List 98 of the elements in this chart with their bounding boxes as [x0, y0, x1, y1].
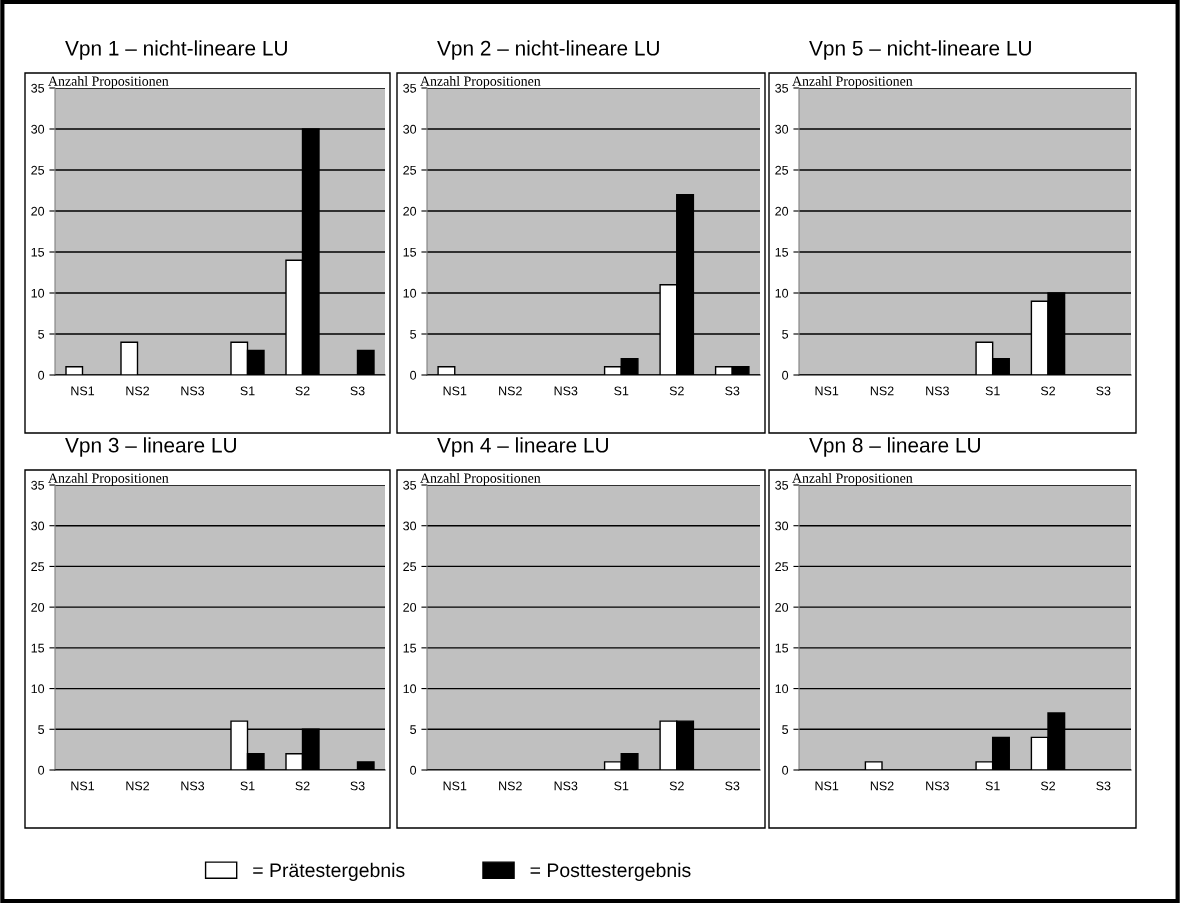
- y-tick-label: 30: [775, 124, 789, 134]
- x-tick-label: NS1: [815, 386, 839, 396]
- chart-title: Vpn 8 – lineare LU: [809, 437, 980, 457]
- y-tick-label: 5: [410, 725, 417, 734]
- x-tick-label: S3: [725, 386, 740, 396]
- x-tick-label: S3: [350, 386, 365, 396]
- x-tick-label: S3: [1096, 386, 1111, 396]
- x-tick-label: S3: [725, 781, 740, 791]
- y-tick-label: 10: [403, 288, 417, 298]
- y-tick-label: 10: [31, 288, 45, 298]
- x-tick-label: S1: [614, 781, 629, 791]
- y-tick-label: 30: [31, 124, 45, 134]
- y-tick-label: 25: [403, 165, 417, 175]
- y-tick-label: 5: [782, 329, 789, 339]
- x-tick-label: NS2: [499, 781, 522, 791]
- y-axis-title: Anzahl Propositionen: [792, 473, 913, 486]
- x-tick-label: NS2: [126, 781, 150, 791]
- chart-title: Vpn 5 – nicht-lineare LU: [809, 40, 1031, 60]
- y-tick-label: 5: [782, 725, 789, 734]
- x-tick-label: NS3: [181, 781, 205, 791]
- x-tick-label: NS1: [443, 386, 467, 396]
- y-tick-label: 15: [403, 643, 417, 653]
- y-tick-label: 35: [403, 480, 417, 490]
- y-tick-label: 15: [403, 247, 417, 257]
- y-tick-label: 10: [775, 288, 789, 298]
- y-tick-label: 30: [31, 521, 45, 531]
- y-tick-label: 20: [403, 602, 417, 612]
- x-tick-label: NS3: [926, 781, 949, 791]
- y-tick-label: 35: [31, 83, 45, 93]
- y-tick-label: 20: [31, 602, 45, 612]
- y-tick-label: 15: [775, 247, 789, 257]
- y-tick-label: 30: [403, 521, 417, 531]
- y-axis-title: Anzahl Propositionen: [420, 76, 541, 89]
- y-tick-label: 30: [775, 521, 789, 531]
- y-tick-label: 0: [410, 765, 417, 775]
- y-tick-label: 25: [31, 562, 45, 572]
- y-tick-label: 10: [31, 684, 45, 694]
- y-tick-label: 5: [38, 725, 45, 734]
- y-tick-label: 30: [403, 124, 417, 134]
- x-tick-label: NS3: [554, 386, 578, 396]
- chart-title: Vpn 4 – lineare LU: [437, 437, 608, 457]
- legend-label: = Posttestergebnis: [530, 862, 691, 881]
- y-tick-label: 15: [31, 643, 45, 653]
- y-tick-label: 20: [775, 602, 789, 612]
- chart-title: Vpn 2 – nicht-lineare LU: [437, 40, 659, 60]
- y-tick-label: 35: [775, 83, 789, 93]
- y-tick-label: 25: [775, 562, 789, 572]
- y-tick-label: 25: [31, 165, 45, 175]
- y-axis-title: Anzahl Propositionen: [792, 76, 913, 89]
- y-tick-label: 35: [31, 480, 45, 490]
- y-tick-label: 15: [31, 247, 45, 257]
- y-tick-label: 25: [775, 165, 789, 175]
- x-tick-label: S1: [240, 781, 255, 791]
- y-axis-title: Anzahl Propositionen: [48, 473, 169, 486]
- y-tick-label: 35: [403, 83, 417, 93]
- y-tick-label: 20: [31, 206, 45, 216]
- x-tick-label: S1: [240, 386, 255, 396]
- y-tick-label: 0: [38, 370, 45, 380]
- x-tick-label: NS1: [71, 781, 95, 791]
- x-tick-label: NS2: [870, 781, 894, 791]
- chart-title: Vpn 1 – nicht-lineare LU: [65, 40, 287, 60]
- y-tick-label: 35: [775, 480, 789, 490]
- x-tick-label: NS2: [126, 386, 150, 396]
- x-tick-label: NS2: [870, 386, 894, 396]
- y-tick-label: 0: [782, 370, 789, 380]
- y-tick-label: 5: [38, 329, 45, 339]
- legend-label: = Prätestergebnis: [253, 862, 405, 881]
- x-tick-label: S3: [1096, 781, 1111, 791]
- y-tick-label: 5: [410, 329, 417, 339]
- y-tick-label: 0: [38, 765, 45, 775]
- x-tick-label: S1: [985, 386, 1000, 396]
- x-tick-label: NS1: [815, 781, 839, 791]
- x-tick-label: S3: [350, 781, 365, 791]
- x-tick-label: S2: [1040, 386, 1056, 396]
- x-tick-label: NS1: [71, 386, 95, 396]
- x-tick-label: NS2: [499, 386, 522, 396]
- y-tick-label: 20: [775, 206, 789, 216]
- x-tick-label: S1: [985, 781, 1000, 791]
- y-tick-label: 25: [403, 562, 417, 572]
- x-tick-label: NS3: [181, 386, 205, 396]
- y-axis-title: Anzahl Propositionen: [420, 473, 541, 486]
- x-tick-label: NS3: [554, 781, 578, 791]
- y-tick-label: 15: [775, 643, 789, 653]
- x-tick-label: S2: [295, 386, 310, 396]
- y-tick-label: 20: [403, 206, 417, 216]
- y-tick-label: 0: [410, 370, 417, 380]
- y-tick-label: 10: [775, 684, 789, 694]
- x-tick-label: S2: [1040, 781, 1056, 791]
- x-tick-label: S1: [614, 386, 629, 396]
- y-tick-label: 10: [403, 684, 417, 694]
- chart-title: Vpn 3 – lineare LU: [65, 437, 236, 457]
- y-axis-title: Anzahl Propositionen: [48, 76, 169, 89]
- y-tick-label: 0: [782, 765, 789, 775]
- x-tick-label: NS3: [926, 386, 949, 396]
- x-tick-label: S2: [295, 781, 310, 791]
- x-tick-label: S2: [669, 386, 684, 396]
- x-tick-label: NS1: [443, 781, 467, 791]
- x-tick-label: S2: [669, 781, 684, 791]
